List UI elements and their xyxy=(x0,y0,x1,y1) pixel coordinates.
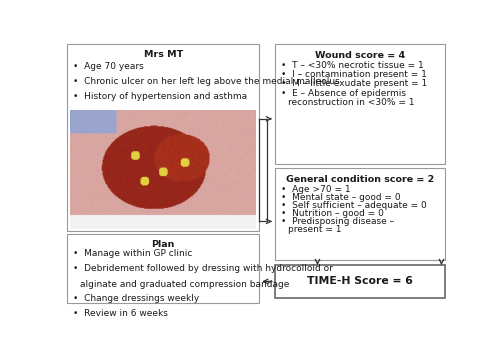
Text: alginate and graduated compression bandage: alginate and graduated compression banda… xyxy=(80,280,290,289)
Text: •  Age 70 years: • Age 70 years xyxy=(74,62,144,71)
Text: •  Predisposing disease –: • Predisposing disease – xyxy=(281,217,394,226)
Bar xyxy=(67,234,260,303)
Text: •  Debridement followed by dressing with hydrocolloid or: • Debridement followed by dressing with … xyxy=(74,264,333,273)
Text: •  Chronic ulcer on her left leg above the medial malleolus: • Chronic ulcer on her left leg above th… xyxy=(74,77,340,86)
Bar xyxy=(275,265,446,298)
Text: General condition score = 2: General condition score = 2 xyxy=(286,175,434,184)
Text: •  Change dressings weekly: • Change dressings weekly xyxy=(74,294,200,303)
Text: •  Self sufficient – adequate = 0: • Self sufficient – adequate = 0 xyxy=(281,201,427,210)
Text: Wound score = 4: Wound score = 4 xyxy=(315,51,405,60)
Text: •  History of hypertension and asthma: • History of hypertension and asthma xyxy=(74,93,248,101)
Text: present = 1: present = 1 xyxy=(288,225,342,234)
Text: Plan: Plan xyxy=(152,240,175,249)
Text: Mrs MT: Mrs MT xyxy=(144,50,183,59)
Bar xyxy=(275,169,446,260)
Bar xyxy=(67,44,260,231)
Text: •  E – Absence of epidermis: • E – Absence of epidermis xyxy=(281,89,406,98)
Text: reconstruction in <30% = 1: reconstruction in <30% = 1 xyxy=(288,98,414,107)
Text: •  I – contamination present = 1: • I – contamination present = 1 xyxy=(281,70,427,79)
Text: •  M – little exudate present = 1: • M – little exudate present = 1 xyxy=(281,79,428,88)
Bar xyxy=(275,44,446,164)
Text: •  Mental state – good = 0: • Mental state – good = 0 xyxy=(281,193,400,202)
Text: •  T – <30% necrotic tissue = 1: • T – <30% necrotic tissue = 1 xyxy=(281,61,424,70)
Text: TIME-H Score = 6: TIME-H Score = 6 xyxy=(307,276,413,287)
Text: •  Age >70 = 1: • Age >70 = 1 xyxy=(281,185,350,194)
Text: •  Nutrition – good = 0: • Nutrition – good = 0 xyxy=(281,209,384,218)
Text: •  Manage within GP clinic: • Manage within GP clinic xyxy=(74,249,192,258)
Text: •  Review in 6 weeks: • Review in 6 weeks xyxy=(74,309,168,318)
